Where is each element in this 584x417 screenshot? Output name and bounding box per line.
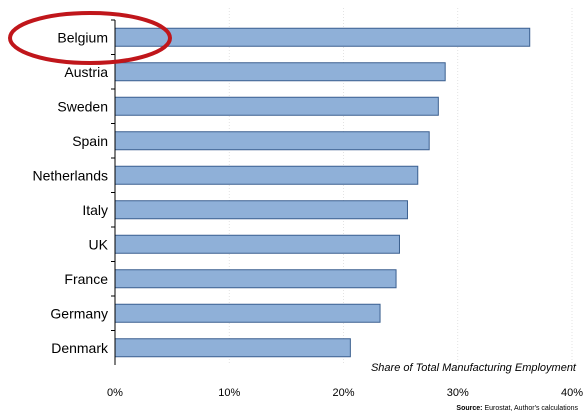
bars bbox=[114, 27, 531, 358]
bar-netherlands bbox=[114, 165, 419, 185]
category-label: Germany bbox=[50, 305, 108, 321]
category-label: Sweden bbox=[57, 98, 108, 114]
bar-spain bbox=[114, 131, 430, 151]
x-tick-label: 10% bbox=[218, 387, 240, 399]
bar-austria bbox=[114, 62, 446, 82]
category-label: Denmark bbox=[51, 340, 109, 356]
category-label: Spain bbox=[72, 133, 108, 149]
bar-uk bbox=[114, 234, 400, 254]
value-axis-ticks: 0% 10% 20% 30% 40% bbox=[107, 387, 583, 399]
x-tick-label: 20% bbox=[332, 387, 354, 399]
bar-sweden bbox=[114, 96, 439, 116]
category-label: France bbox=[64, 271, 108, 287]
source-note: Source: Eurostat, Author's calculations bbox=[456, 405, 578, 412]
highlight-ring bbox=[8, 11, 172, 65]
bar-belgium bbox=[114, 27, 531, 47]
category-label: Belgium bbox=[57, 29, 108, 45]
category-labels: Belgium Austria Sweden Spain Netherlands Ital… bbox=[33, 19, 115, 356]
bar-germany bbox=[114, 303, 381, 323]
chart-annotation: Share of Total Manufacturing Employment bbox=[371, 362, 577, 374]
x-tick-label: 30% bbox=[447, 387, 469, 399]
bar-denmark bbox=[114, 338, 351, 358]
category-label: Austria bbox=[64, 64, 108, 80]
source-label: Source: bbox=[456, 405, 482, 412]
bar-france bbox=[114, 269, 397, 289]
x-tick-label: 0% bbox=[107, 387, 123, 399]
bar-italy bbox=[114, 200, 408, 220]
x-tick-label: 40% bbox=[561, 387, 583, 399]
category-label: UK bbox=[89, 236, 109, 252]
category-label: Italy bbox=[82, 202, 108, 218]
category-label: Netherlands bbox=[33, 167, 109, 183]
source-text: Eurostat, Author's calculations bbox=[484, 405, 578, 412]
